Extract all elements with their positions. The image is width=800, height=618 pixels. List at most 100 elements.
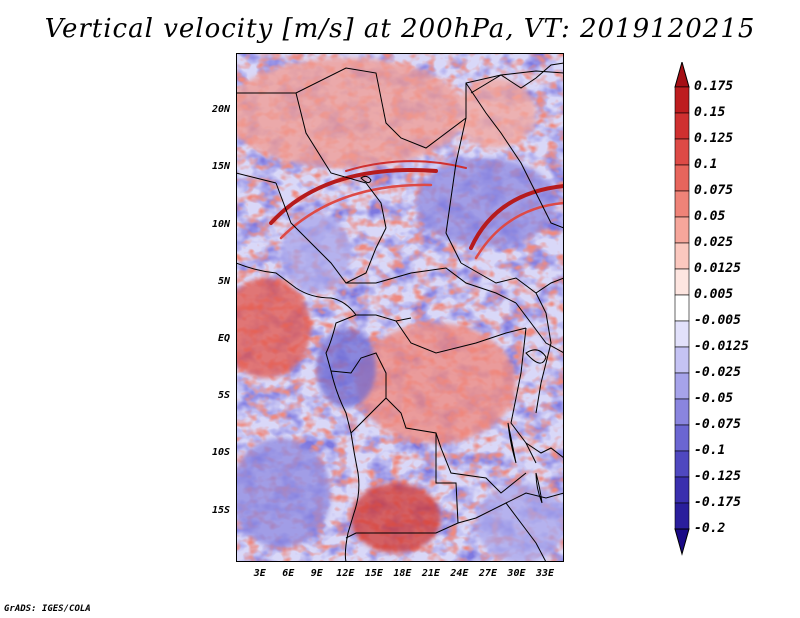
- border-car: [346, 267, 517, 304]
- lon-tick-label: 15E: [364, 568, 383, 579]
- border-libya-chad: [236, 67, 564, 149]
- lat-tick-label: 5S: [217, 390, 230, 402]
- coastline-west-africa: [236, 262, 360, 562]
- colorbar: [672, 60, 692, 566]
- lon-tick-label: 9E: [310, 568, 323, 579]
- colorbar-swatch: [674, 138, 690, 166]
- lat-tick-label: 15N: [211, 161, 230, 173]
- field-red-gulf: [236, 278, 311, 378]
- lat-tick-label: EQ: [217, 332, 230, 344]
- colorbar-swatch: [674, 294, 690, 322]
- field-blue-sudan: [416, 158, 556, 248]
- lon-tick-label: 27E: [478, 568, 497, 579]
- border-drc-north: [395, 320, 527, 354]
- border-niger-chad: [295, 92, 387, 229]
- border-sudan-south: [460, 262, 564, 294]
- border-cameroon: [356, 314, 412, 322]
- grads-credit: GrADS: IGES/COLA: [4, 604, 91, 614]
- lon-tick-label: 24E: [450, 568, 469, 579]
- colorbar-top-arrow: [674, 60, 690, 88]
- border-red-sea: [470, 62, 564, 94]
- jet-arc-north: [345, 160, 467, 172]
- colorbar-swatches: [674, 60, 690, 556]
- jet-arc-east: [469, 184, 564, 250]
- border-kenya-tz: [525, 442, 564, 459]
- colorbar-swatch: [674, 398, 690, 426]
- colorbar-tick-label: 0.005: [694, 287, 734, 302]
- border-drc-east: [510, 327, 537, 464]
- field-blue-east: [476, 483, 564, 562]
- colorbar-tick-label: 0.15: [694, 105, 726, 120]
- lon-tick-label: 12E: [336, 568, 355, 579]
- lake-tanganyika: [507, 422, 517, 464]
- colorbar-tick-label: 0.0125: [694, 261, 741, 276]
- border-nigeria: [275, 182, 387, 284]
- jet-arc-west: [269, 168, 438, 225]
- lat-tick-label: 20N: [211, 104, 230, 116]
- border-mozambique: [505, 502, 547, 562]
- colorbar-tick-label: 0.025: [694, 235, 734, 250]
- colorbar-swatch: [674, 476, 690, 504]
- chart-title: Vertical velocity [m/s] at 200hPa, VT: 2…: [44, 14, 756, 44]
- border-chad-sudan: [445, 117, 467, 264]
- lon-tick-label: 3E: [253, 568, 266, 579]
- lake-victoria: [525, 349, 547, 364]
- colorbar-bottom-arrow: [674, 528, 690, 556]
- colorbar-swatch: [674, 502, 690, 530]
- jet-arc-east-inner: [474, 201, 564, 260]
- colorbar-swatch: [674, 242, 690, 270]
- border-west-sahel: [236, 172, 277, 184]
- colorbar-swatch: [674, 268, 690, 296]
- colorbar-swatch: [674, 164, 690, 192]
- colorbar-tick-label: -0.1: [694, 443, 726, 458]
- colorbar-tick-label: -0.005: [694, 313, 741, 328]
- border-zambia-south: [457, 492, 564, 524]
- map-frame: [236, 53, 564, 562]
- colorbar-swatch: [674, 320, 690, 348]
- colorbar-swatch: [674, 190, 690, 218]
- lon-tick-label: 21E: [421, 568, 440, 579]
- colorbar-tick-label: 0.1: [694, 157, 718, 172]
- field-red-angola: [351, 483, 441, 553]
- border-east-edge: [535, 292, 552, 414]
- lake-chad: [360, 175, 372, 184]
- lat-tick-label: 5N: [217, 275, 230, 287]
- colorbar-tick-label: -0.125: [694, 469, 741, 484]
- vertical-velocity-map: [236, 53, 564, 562]
- field-blue-south: [236, 438, 331, 548]
- lat-tick-label: 15S: [211, 504, 230, 516]
- border-east-lakes: [515, 302, 564, 354]
- colorbar-swatch: [674, 424, 690, 452]
- colorbar-swatch: [674, 450, 690, 478]
- colorbar-swatch: [674, 112, 690, 140]
- colorbar-tick-label: -0.2: [694, 521, 726, 536]
- lat-tick-label: 10N: [211, 218, 230, 230]
- field-red-ethiopia: [456, 78, 536, 148]
- field-red-congo: [356, 323, 516, 443]
- colorbar-tick-label: 0.075: [694, 183, 734, 198]
- colorbar-tick-label: 0.05: [694, 209, 726, 224]
- lon-tick-label: 30E: [507, 568, 526, 579]
- colorbar-tick-label: -0.0125: [694, 339, 749, 354]
- field-red-north: [236, 58, 466, 168]
- lake-malawi: [535, 472, 543, 504]
- colorbar-swatch: [674, 372, 690, 400]
- colorbar-tick-label: 0.125: [694, 131, 734, 146]
- lon-tick-label: 6E: [282, 568, 295, 579]
- colorbar-tick-label: 0.175: [694, 79, 734, 94]
- field-blue-gabon: [316, 328, 376, 408]
- colorbar-swatch: [674, 346, 690, 374]
- colorbar-swatch: [674, 216, 690, 244]
- colorbar-tick-label: -0.075: [694, 417, 741, 432]
- colorbar-swatch: [674, 86, 690, 114]
- colorbar-tick-label: -0.05: [694, 391, 734, 406]
- colorbar-tick-label: -0.025: [694, 365, 741, 380]
- field-blue-west: [281, 213, 351, 293]
- colorbar-tick-label: -0.175: [694, 495, 741, 510]
- lon-tick-label: 18E: [393, 568, 412, 579]
- border-ethiopia: [465, 82, 564, 229]
- lat-tick-label: 10S: [211, 447, 230, 459]
- lon-tick-label: 33E: [535, 568, 555, 579]
- border-drc-south: [385, 397, 527, 494]
- border-gabon-congo: [330, 352, 387, 434]
